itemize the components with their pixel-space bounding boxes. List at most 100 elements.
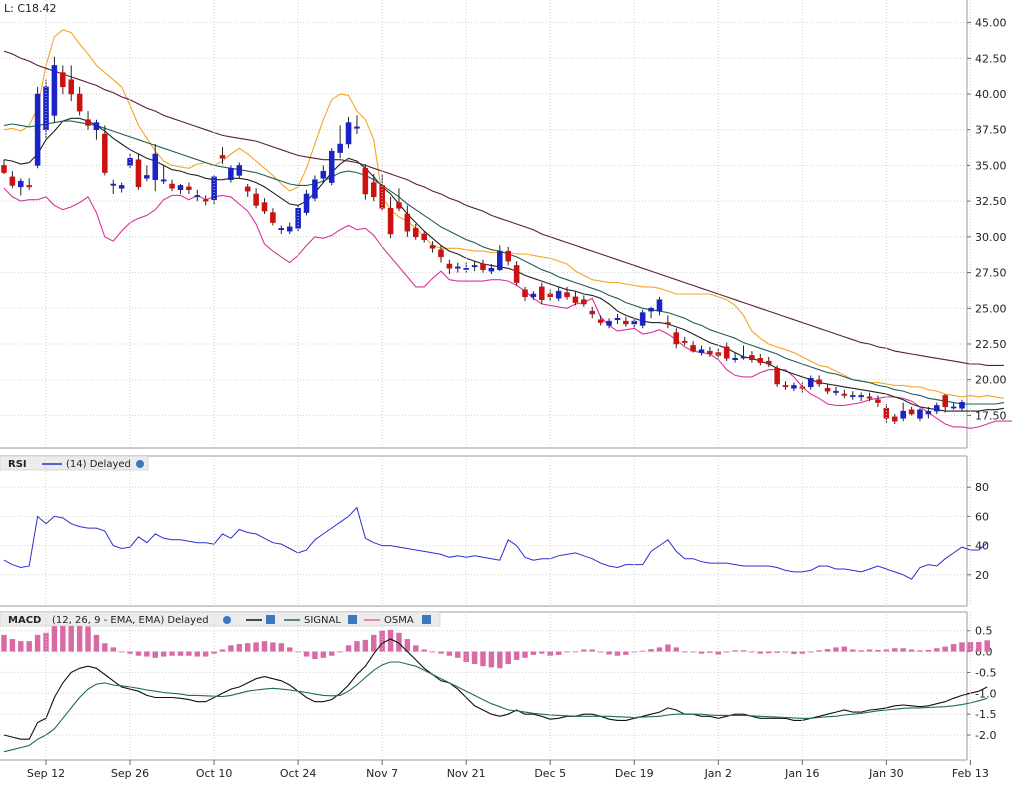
- osma-bar: [404, 639, 411, 652]
- candle-body: [160, 179, 167, 182]
- osma-bar: [85, 626, 91, 652]
- osma-bar: [858, 650, 864, 652]
- osma-bar: [34, 634, 41, 652]
- moving-average-2-line: [3, 120, 1005, 405]
- candle-body: [387, 208, 394, 235]
- candle-up: [631, 318, 638, 329]
- macd-toggle-check-icon[interactable]: [266, 615, 275, 624]
- candle-up: [286, 222, 293, 234]
- osma-bar: [26, 641, 32, 652]
- candle-down: [665, 315, 671, 329]
- signal-label: SIGNAL: [304, 615, 341, 626]
- osma-bar: [186, 651, 192, 656]
- candle-body: [60, 72, 66, 88]
- candle-up: [194, 189, 201, 202]
- candle-body: [572, 296, 579, 303]
- osma-toggle-check-icon[interactable]: [422, 615, 431, 624]
- candle-body: [934, 405, 940, 412]
- osma-bar: [446, 651, 453, 656]
- osma-bar: [950, 644, 957, 652]
- osma-bar: [555, 651, 562, 655]
- candle-up: [740, 345, 747, 360]
- osma-bar: [698, 651, 705, 654]
- candle-down: [908, 406, 915, 416]
- candle-down: [765, 356, 772, 367]
- x-tick-label: Nov 7: [366, 767, 398, 780]
- macd-settings-icon[interactable]: [223, 616, 231, 624]
- candle-body: [530, 293, 537, 298]
- osma-bar: [908, 649, 915, 652]
- candle-up: [118, 182, 125, 193]
- signal-toggle-check-icon[interactable]: [348, 615, 357, 624]
- candle-down: [875, 395, 881, 407]
- osma-bar: [765, 651, 772, 654]
- macd-tick-label: 0.5: [975, 625, 993, 638]
- candle-down: [774, 365, 780, 387]
- osma-bar: [581, 649, 587, 652]
- osma-bar: [967, 641, 974, 652]
- osma-histogram: [1, 616, 990, 669]
- candle-down: [202, 195, 209, 206]
- candle-body: [757, 358, 764, 363]
- osma-bar: [875, 649, 881, 652]
- candle-down: [26, 178, 32, 190]
- candle-body: [648, 308, 654, 312]
- candle-body: [581, 299, 587, 305]
- candle-body: [866, 396, 873, 399]
- candle-up: [858, 392, 864, 402]
- osma-bar: [522, 651, 528, 658]
- candle-body: [564, 292, 570, 298]
- osma-bar: [160, 651, 167, 657]
- candle-body: [186, 186, 192, 190]
- osma-bar: [732, 650, 738, 652]
- candle-body: [816, 379, 822, 385]
- candle-body: [824, 388, 831, 392]
- candle-down: [539, 282, 545, 304]
- candle-down: [522, 286, 528, 302]
- osma-bar: [656, 647, 663, 652]
- candle-body: [362, 168, 369, 195]
- osma-bar: [959, 642, 965, 652]
- osma-bar: [883, 649, 890, 652]
- osma-bar: [93, 634, 100, 652]
- osma-bar: [455, 651, 461, 658]
- osma-bar: [900, 648, 906, 652]
- candle-up: [934, 402, 940, 414]
- osma-bar: [841, 646, 848, 652]
- osma-bar: [169, 651, 175, 656]
- candle-body: [883, 408, 890, 419]
- osma-bar: [564, 651, 570, 653]
- candle-body: [791, 385, 797, 389]
- candle-body: [102, 133, 108, 173]
- candle-body: [513, 265, 520, 283]
- macd-line: [3, 638, 988, 740]
- price-tick-label: 32.50: [975, 195, 1007, 208]
- osma-bar: [127, 651, 133, 654]
- osma-bar: [715, 651, 722, 655]
- macd-panel: 0.50.0-0.5-1.0-1.5-2.0 MACD (12, 26, 9 -…: [0, 611, 996, 761]
- candle-body: [413, 228, 419, 238]
- osma-bar: [102, 643, 108, 652]
- candle-down: [9, 171, 16, 189]
- rsi-tick-label: 20: [975, 569, 989, 582]
- candle-body: [345, 122, 352, 145]
- candle-down: [1, 159, 7, 174]
- candle-up: [639, 309, 646, 329]
- candle-down: [76, 86, 83, 116]
- candle-down: [816, 375, 822, 387]
- candle-body: [698, 349, 705, 353]
- candle-up: [555, 286, 562, 302]
- osma-bar: [303, 651, 310, 657]
- candle-body: [841, 393, 848, 396]
- osma-bar: [597, 651, 604, 653]
- osma-bar: [614, 651, 621, 656]
- osma-bar: [463, 651, 469, 662]
- osma-bar: [866, 649, 873, 652]
- candle-body: [749, 355, 755, 360]
- candle-body: [18, 180, 24, 188]
- osma-bar: [51, 620, 58, 652]
- osma-bar: [413, 645, 419, 652]
- candle-body: [354, 126, 360, 129]
- rsi-settings-icon[interactable]: [136, 460, 144, 468]
- osma-bar: [144, 651, 150, 657]
